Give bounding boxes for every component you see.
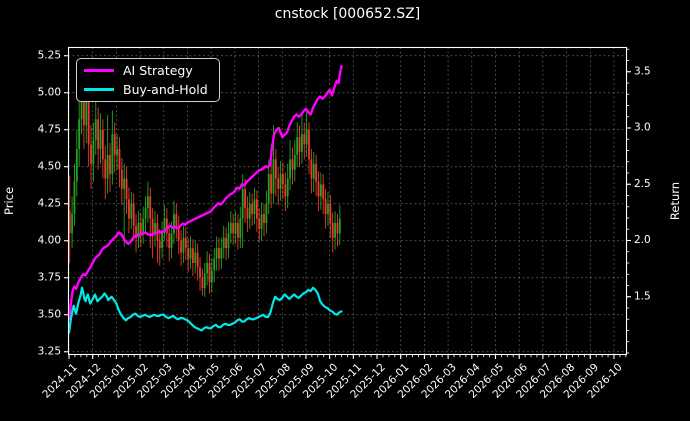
ai-strategy-line-swatch xyxy=(84,69,114,72)
legend-label-buy-and-hold: Buy-and-Hold xyxy=(123,82,208,97)
legend: AI Strategy Buy-and-Hold xyxy=(76,58,220,102)
legend-item-buy-and-hold: Buy-and-Hold xyxy=(84,82,219,97)
legend-label-ai-strategy: AI Strategy xyxy=(123,63,193,78)
chart-title: cnstock [000652.SZ] xyxy=(274,6,421,22)
buy-and-hold-line-swatch xyxy=(84,88,114,91)
return-axis-label: Return xyxy=(668,181,682,221)
price-axis-label: Price xyxy=(2,186,16,216)
legend-item-ai-strategy: AI Strategy xyxy=(84,63,219,78)
